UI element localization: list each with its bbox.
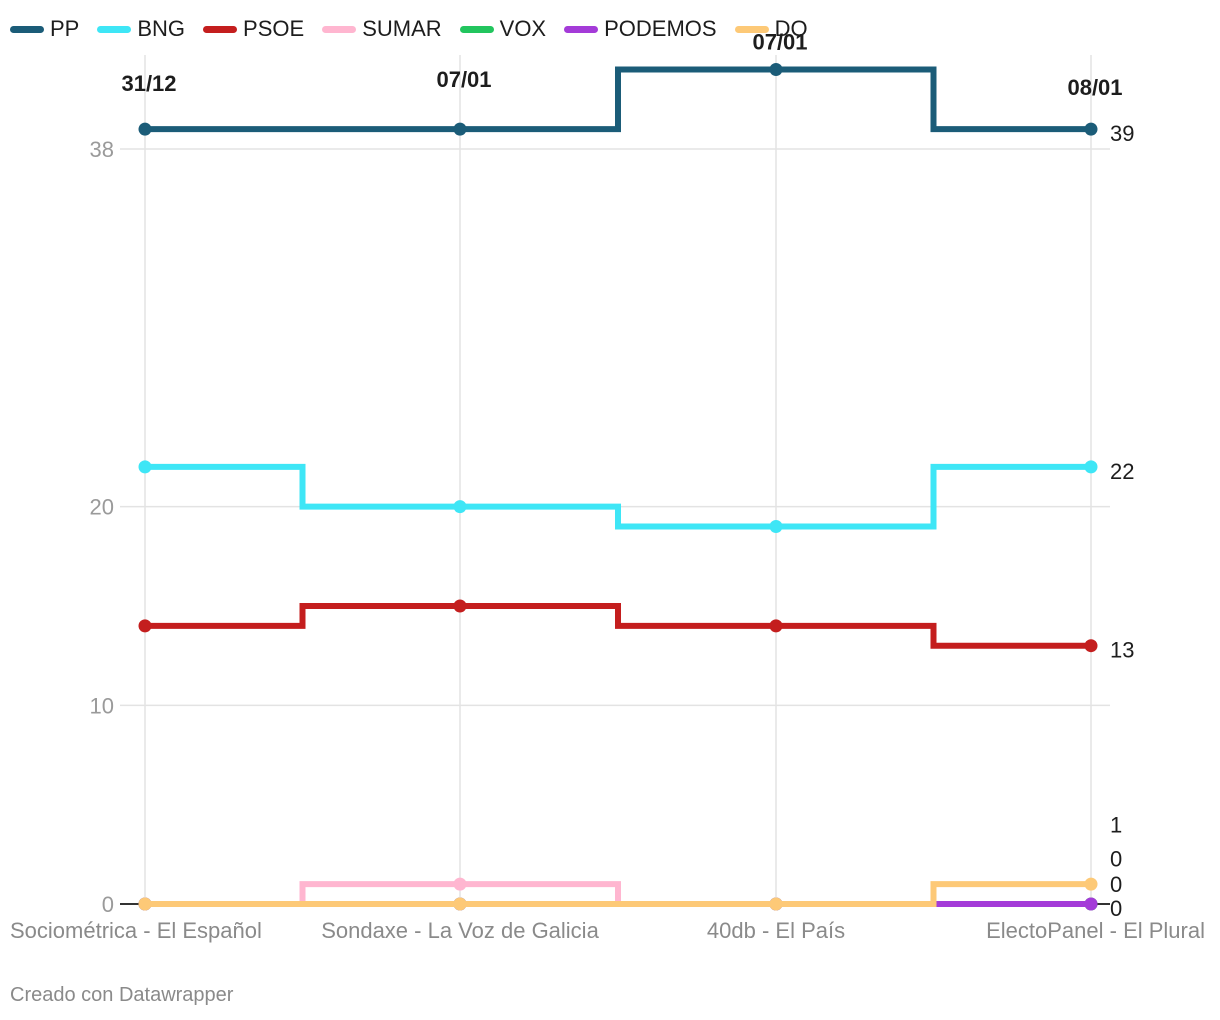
legend-item-vox: VOX [459,16,547,42]
legend-item-pp: PP [10,16,79,42]
legend-swatch [322,25,357,33]
point-psoe [1084,639,1098,653]
end-value-label: 0 [1110,896,1122,921]
point-pp [138,122,152,136]
legend-item-do: DO [734,16,808,42]
point-bng [453,500,467,514]
x-category-label: 40db - El País [707,918,845,943]
point-pp [453,122,467,136]
legend-item-sumar: SUMAR [322,16,442,42]
date-label: 31/12 [121,71,176,96]
y-tick-label: 10 [90,693,114,718]
x-category-label: Sociométrica - El Español [10,918,262,943]
footer-credit: Creado con Datawrapper [10,984,234,1006]
point-pp [1084,122,1098,136]
end-value-label: 0 [1110,872,1122,897]
point-do [138,897,152,911]
point-sumar [453,877,467,891]
legend: PP BNG PSOE SUMAR VOX PODEMOS DO [10,16,826,42]
y-tick-label: 38 [90,137,114,162]
end-value-label: 13 [1110,638,1134,663]
series-line-psoe [145,602,1091,649]
legend-swatch [734,25,769,33]
point-bng [769,520,783,533]
legend-item-psoe: PSOE [203,16,304,42]
point-bng [1084,460,1098,474]
legend-swatch [97,25,132,33]
legend-swatch [564,25,599,33]
point-do [453,897,467,911]
point-bng [138,460,152,474]
y-tick-label: 20 [90,495,114,520]
legend-label: DO [774,16,808,41]
end-value-label: 0 [1110,846,1122,871]
date-label: 07/01 [436,67,491,92]
point-psoe [138,619,152,633]
legend-label: PSOE [243,16,305,41]
x-category-label: Sondaxe - La Voz de Galicia [321,918,599,943]
point-pp [769,63,783,77]
legend-label: VOX [499,16,547,41]
legend-swatch [10,25,44,33]
end-value-label: 22 [1110,459,1134,484]
end-value-label: 39 [1110,121,1134,146]
legend-item-podemos: PODEMOS [564,16,717,42]
legend-label: SUMAR [362,16,442,41]
series-line-bng [145,463,1091,530]
point-do [1084,877,1098,891]
legend-label: PP [50,16,80,41]
point-podemos [1084,897,1098,911]
legend-item-bng: BNG [97,16,185,42]
legend-label: PODEMOS [604,16,717,41]
legend-swatch [459,25,494,33]
point-psoe [769,619,783,633]
date-label: 07/01 [752,30,807,55]
series-line-do [145,881,1091,907]
point-do [769,897,783,911]
series-line-pp [145,66,1091,133]
point-psoe [453,599,467,613]
legend-label: BNG [137,16,186,41]
y-tick-label: 0 [102,892,114,917]
x-category-label: ElectoPanel - El Plural [986,918,1205,943]
end-value-label: 1 [1110,813,1122,838]
legend-swatch [203,25,238,33]
date-label: 08/01 [1067,75,1122,100]
